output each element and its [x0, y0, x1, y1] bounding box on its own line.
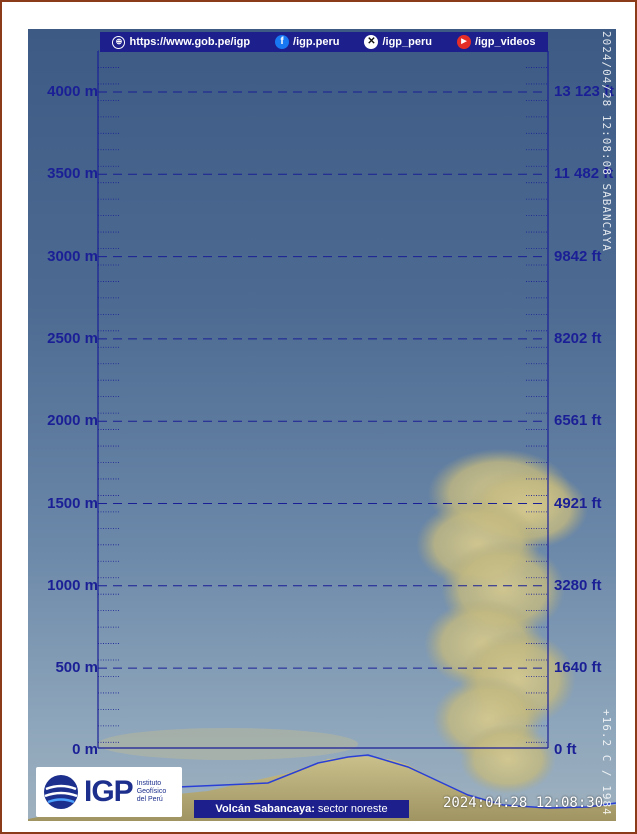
meter-label: 1000 m [47, 576, 98, 594]
igp-logo: IGP Instituto Geofísico del Perú [36, 767, 182, 817]
youtube-link[interactable]: ▶ /igp_videos [456, 35, 535, 49]
feet-label: 13 123 ft [554, 83, 615, 100]
meter-label: 0 m [72, 741, 98, 759]
volcano-caption: Volcán Sabancaya: sector noreste [194, 800, 409, 818]
webcam-view: 4000 m 3500 m 3000 m 2500 m 2000 m 1500 m 1000… [28, 29, 616, 821]
feet-label: 0 ft [554, 741, 577, 759]
website-link[interactable]: ⊕ https://www.gob.pe/igp [112, 35, 250, 49]
meter-label: 3000 m [47, 247, 98, 265]
volcano-name: Volcán Sabancaya: [215, 803, 315, 815]
meter-label: 2000 m [47, 412, 98, 430]
logo-acronym: IGP [84, 775, 134, 808]
feet-label: 6561 ft [554, 412, 602, 430]
facebook-icon: f [275, 35, 290, 49]
meter-label: 2500 m [47, 329, 98, 347]
sector-label: sector noreste [317, 803, 388, 815]
feet-label: 1640 ft [554, 659, 602, 677]
logo-institution: Instituto Geofísico del Perú [136, 780, 167, 803]
ash-plume [98, 449, 588, 794]
x-link[interactable]: ✕ /igp_peru [364, 35, 432, 49]
camera-date-stamp: 2024/04/28 12:08:08 SABANCAYA [600, 31, 613, 253]
mountain-outline [177, 754, 616, 809]
facebook-link[interactable]: f /igp.peru [275, 35, 339, 49]
social-links-bar: ⊕ https://www.gob.pe/igp f /igp.peru ✕ /… [100, 32, 548, 52]
webcam-scene [28, 50, 616, 821]
youtube-icon: ▶ [456, 35, 471, 49]
feet-label: 8202 ft [554, 329, 602, 347]
timestamp: 2024:04:28 12:08:30 [443, 795, 604, 811]
globe-icon: ⊕ [112, 35, 126, 49]
x-icon: ✕ [364, 35, 379, 49]
meter-label: 4000 m [47, 83, 98, 100]
meter-label: 3500 m [47, 165, 98, 183]
temperature-stamp: +16.2 C / 1984 [600, 709, 613, 816]
feet-label: 11 482 ft [554, 165, 614, 183]
feet-label: 4921 ft [554, 494, 602, 512]
meter-label: 1500 m [47, 494, 98, 512]
feet-label: 9842 ft [554, 247, 602, 265]
feet-label: 3280 ft [554, 576, 602, 594]
meter-label: 500 m [55, 659, 98, 677]
igp-globe-icon [44, 775, 78, 809]
height-scale [97, 50, 549, 749]
